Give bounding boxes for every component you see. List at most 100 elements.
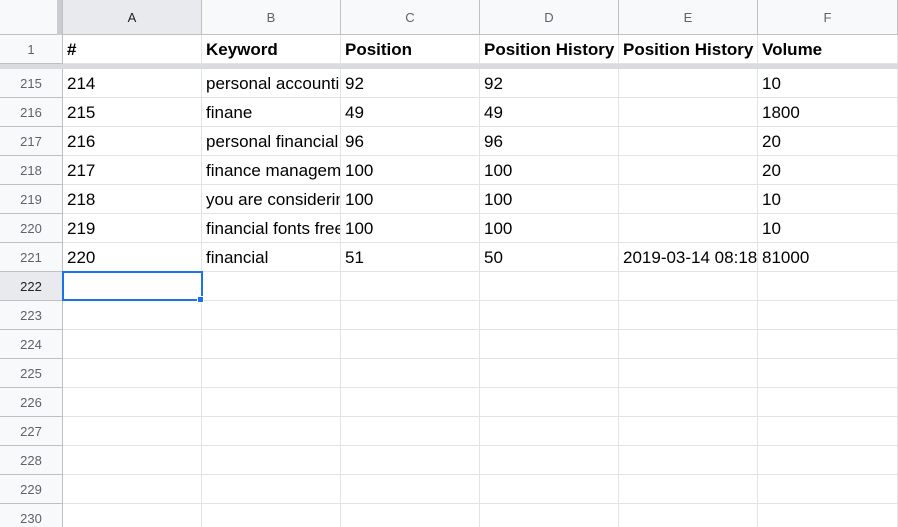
cell[interactable] xyxy=(758,301,898,330)
cell[interactable] xyxy=(341,272,480,301)
column-header-b[interactable]: B xyxy=(202,0,341,35)
cell[interactable]: 100 xyxy=(341,214,480,243)
cell[interactable] xyxy=(619,504,758,527)
row-header[interactable]: 1 xyxy=(0,35,63,64)
cell[interactable] xyxy=(619,388,758,417)
column-header-d[interactable]: D xyxy=(480,0,619,35)
cell[interactable]: financial fonts free xyxy=(202,214,341,243)
row-header[interactable]: 230 xyxy=(0,504,63,527)
cell[interactable] xyxy=(758,272,898,301)
row-header[interactable]: 219 xyxy=(0,185,63,214)
cell[interactable] xyxy=(202,504,341,527)
row-header[interactable]: 222 xyxy=(0,272,63,301)
cell[interactable]: personal financial xyxy=(202,127,341,156)
row-header[interactable]: 215 xyxy=(0,69,63,98)
cell[interactable]: 100 xyxy=(341,185,480,214)
cell[interactable] xyxy=(619,475,758,504)
cell[interactable] xyxy=(480,446,619,475)
cell[interactable] xyxy=(341,301,480,330)
cell[interactable] xyxy=(63,330,202,359)
cell[interactable] xyxy=(619,69,758,98)
row-header[interactable]: 226 xyxy=(0,388,63,417)
cell[interactable]: 50 xyxy=(480,243,619,272)
cell[interactable]: finance management xyxy=(202,156,341,185)
cell[interactable]: finane xyxy=(202,98,341,127)
cell[interactable] xyxy=(480,330,619,359)
cell[interactable] xyxy=(202,475,341,504)
cell[interactable]: 20 xyxy=(758,127,898,156)
column-header-a[interactable]: A xyxy=(63,0,202,35)
cell[interactable] xyxy=(619,301,758,330)
cell[interactable]: 214 xyxy=(63,69,202,98)
cell[interactable] xyxy=(480,301,619,330)
cell[interactable]: 219 xyxy=(63,214,202,243)
cell[interactable] xyxy=(480,504,619,527)
cell[interactable] xyxy=(341,475,480,504)
cell[interactable] xyxy=(480,272,619,301)
cell[interactable]: 100 xyxy=(480,156,619,185)
cell[interactable]: 49 xyxy=(480,98,619,127)
cell[interactable] xyxy=(202,446,341,475)
cell[interactable] xyxy=(341,446,480,475)
cell[interactable] xyxy=(619,272,758,301)
cell[interactable] xyxy=(341,417,480,446)
column-header-e[interactable]: E xyxy=(619,0,758,35)
cell[interactable] xyxy=(619,214,758,243)
cell[interactable]: 92 xyxy=(480,69,619,98)
cell[interactable] xyxy=(480,417,619,446)
row-header[interactable]: 223 xyxy=(0,301,63,330)
header-cell-volume[interactable]: Volume xyxy=(758,35,898,64)
cell[interactable] xyxy=(480,388,619,417)
row-header[interactable]: 217 xyxy=(0,127,63,156)
freeze-column-handle[interactable] xyxy=(57,0,62,35)
freeze-row-handle[interactable] xyxy=(0,64,898,69)
cell[interactable] xyxy=(63,272,202,301)
cell[interactable]: 220 xyxy=(63,243,202,272)
cell[interactable] xyxy=(758,330,898,359)
cell[interactable] xyxy=(63,417,202,446)
cell[interactable] xyxy=(619,98,758,127)
cell[interactable] xyxy=(619,417,758,446)
cell[interactable] xyxy=(619,359,758,388)
cell[interactable] xyxy=(619,156,758,185)
cell[interactable] xyxy=(619,185,758,214)
row-header[interactable]: 221 xyxy=(0,243,63,272)
row-header[interactable]: 224 xyxy=(0,330,63,359)
cell[interactable] xyxy=(758,388,898,417)
cell[interactable]: 92 xyxy=(341,69,480,98)
cell[interactable]: 96 xyxy=(341,127,480,156)
cell[interactable] xyxy=(341,388,480,417)
cell[interactable] xyxy=(758,417,898,446)
cell[interactable]: 217 xyxy=(63,156,202,185)
cell[interactable] xyxy=(63,504,202,527)
column-header-c[interactable]: C xyxy=(341,0,480,35)
fill-handle[interactable] xyxy=(197,296,204,303)
row-header[interactable]: 227 xyxy=(0,417,63,446)
header-cell-position-history[interactable]: Position History xyxy=(480,35,619,64)
cell[interactable] xyxy=(63,359,202,388)
cell[interactable]: 215 xyxy=(63,98,202,127)
cell[interactable]: 10 xyxy=(758,185,898,214)
cell[interactable]: 51 xyxy=(341,243,480,272)
cell[interactable] xyxy=(63,301,202,330)
cell[interactable]: personal accounting xyxy=(202,69,341,98)
cell[interactable]: 218 xyxy=(63,185,202,214)
cell[interactable] xyxy=(619,127,758,156)
cell[interactable]: 1800 xyxy=(758,98,898,127)
row-header[interactable]: 228 xyxy=(0,446,63,475)
row-header[interactable]: 218 xyxy=(0,156,63,185)
row-header[interactable]: 216 xyxy=(0,98,63,127)
cell[interactable]: 49 xyxy=(341,98,480,127)
cell[interactable] xyxy=(63,446,202,475)
row-header[interactable]: 229 xyxy=(0,475,63,504)
cell[interactable]: 100 xyxy=(480,185,619,214)
header-cell-keyword[interactable]: Keyword xyxy=(202,35,341,64)
cell[interactable] xyxy=(202,417,341,446)
cell[interactable] xyxy=(341,504,480,527)
cell[interactable] xyxy=(480,359,619,388)
cell[interactable] xyxy=(619,446,758,475)
cell[interactable] xyxy=(202,359,341,388)
row-header[interactable]: 220 xyxy=(0,214,63,243)
row-header[interactable]: 225 xyxy=(0,359,63,388)
cell[interactable] xyxy=(202,301,341,330)
